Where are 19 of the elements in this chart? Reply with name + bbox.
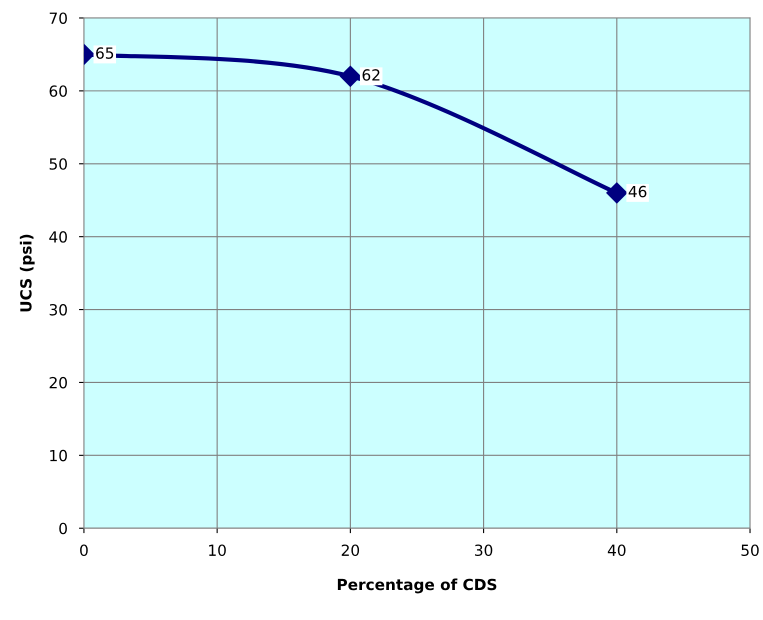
y-tick-label: 40 [49,231,67,243]
y-tick-label: 30 [50,304,67,316]
x-tick-label: 40 [608,544,626,556]
y-tick-label: 60 [50,85,67,97]
data-label: 62 [362,69,380,81]
x-tick-label: 50 [741,544,759,556]
x-axis-title: Percentage of CDS [338,578,496,594]
y-tick-label: 20 [50,376,67,388]
y-tick-label: 50 [50,158,67,170]
x-tick-label: 30 [475,544,492,556]
y-tick-label: 10 [50,450,67,462]
x-tick-label: 10 [209,544,226,556]
data-label: 46 [628,186,646,198]
data-label: 65 [96,47,114,59]
x-tick-label: 0 [80,544,88,556]
y-tick-label: 0 [59,522,67,534]
x-tick-label: 20 [342,544,360,556]
y-axis-title: UCS (psi) [20,234,35,312]
y-tick-label: 70 [50,12,67,24]
